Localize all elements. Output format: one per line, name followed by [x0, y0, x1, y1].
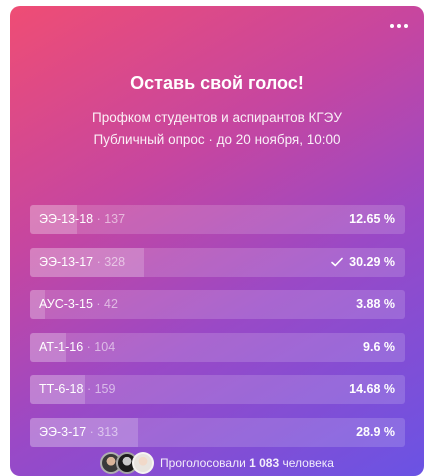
poll-options: ЭЭ-13-18 · 137 12.65 % ЭЭ-13-17 · 328 30…	[30, 205, 405, 460]
avatar	[132, 452, 155, 474]
poll-meta: Публичный опрос · до 20 ноября, 10:00	[93, 132, 341, 147]
option-vote-count: · 42	[96, 297, 118, 311]
option-vote-count: · 313	[89, 424, 119, 439]
option-label: ЭЭ-3-17 · 313	[39, 424, 119, 439]
poll-option[interactable]: ЭЭ-13-17 · 328 30.29 %	[30, 247, 405, 277]
poll-option[interactable]: ЭЭ-3-17 · 313 28.9 %	[30, 417, 405, 447]
option-percent: 14.68 %	[349, 382, 395, 396]
option-fill-bar	[30, 290, 45, 319]
option-vote-count: · 159	[86, 382, 116, 396]
more-options-icon[interactable]	[388, 18, 410, 34]
option-label: ЭЭ-13-18 · 137	[39, 212, 126, 226]
poll-option[interactable]: АУС-3-15 · 42 3.88 %	[30, 290, 405, 319]
option-percent: 28.9 %	[356, 424, 395, 439]
option-percent: 9.6 %	[363, 339, 395, 354]
voter-avatars	[100, 452, 155, 474]
poll-option[interactable]: ЭЭ-13-18 · 137 12.65 %	[30, 205, 405, 234]
option-label: АТ-1-16 · 104	[39, 339, 116, 354]
option-label: ТТ-6-18 · 159	[39, 382, 116, 396]
option-percent: 3.88 %	[356, 297, 395, 311]
option-label: АУС-3-15 · 42	[39, 297, 118, 311]
poll-card: Оставь свой голос! Профком студентов и а…	[10, 6, 424, 476]
poll-option[interactable]: АТ-1-16 · 104 9.6 %	[30, 332, 405, 362]
option-fill-bar	[30, 205, 78, 234]
option-percent: 12.65 %	[349, 212, 395, 226]
voters-text: Проголосовали 1 083 человека	[160, 456, 334, 470]
poll-option[interactable]: ТТ-6-18 · 159 14.68 %	[30, 375, 405, 404]
option-fill-bar	[30, 332, 66, 362]
checkmark-icon	[331, 257, 343, 267]
option-fill-bar	[30, 417, 139, 447]
option-percent: 30.29 %	[331, 248, 395, 277]
option-fill-bar	[30, 247, 144, 277]
option-vote-count: · 104	[86, 339, 116, 354]
poll-title: Оставь свой голос!	[130, 73, 304, 93]
voters-summary[interactable]: Проголосовали 1 083 человека	[10, 452, 424, 474]
option-vote-count: · 328	[96, 254, 126, 269]
poll-author[interactable]: Профком студентов и аспирантов КГЭУ	[92, 110, 342, 125]
option-fill-bar	[30, 375, 86, 404]
option-label: ЭЭ-13-17 · 328	[39, 254, 126, 269]
option-vote-count: · 137	[96, 212, 126, 226]
